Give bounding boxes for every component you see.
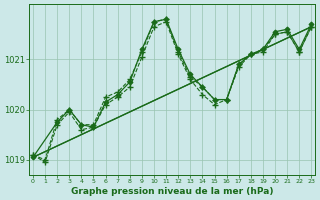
X-axis label: Graphe pression niveau de la mer (hPa): Graphe pression niveau de la mer (hPa) <box>71 187 273 196</box>
